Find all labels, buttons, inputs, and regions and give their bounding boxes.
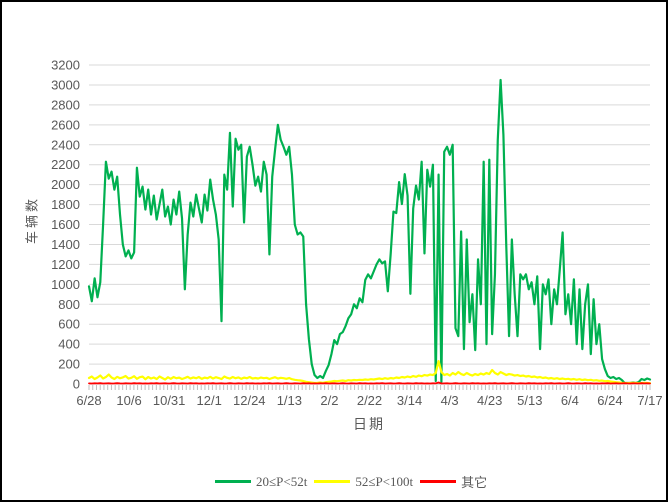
series-line-red-other <box>88 381 651 385</box>
x-tick-label: 2/22 <box>357 393 382 408</box>
x-tick-label: 1/13 <box>277 393 302 408</box>
legend-line-swatch-green <box>215 480 251 483</box>
y-tick-label: 400 <box>58 337 80 352</box>
series-line-green-20-52t <box>87 78 652 385</box>
series-lines <box>87 78 652 385</box>
x-tick-label: 10/31 <box>153 393 186 408</box>
x-tick-label: 12/1 <box>197 393 222 408</box>
x-tick-label: 5/13 <box>517 393 542 408</box>
y-tick-label: 2200 <box>51 157 80 172</box>
legend-label: 20≤P<52t <box>256 473 308 489</box>
y-tick-label: 3200 <box>51 58 80 73</box>
y-tick-label: 800 <box>58 297 80 312</box>
legend-label: 其它 <box>461 475 488 490</box>
x-tick-label: 6/24 <box>597 393 622 408</box>
x-tick-label: 4/3 <box>441 393 459 408</box>
y-tick-label: 2000 <box>51 177 80 192</box>
series-line-yellow-52-100t <box>87 359 652 385</box>
x-axis-ticks <box>88 385 651 390</box>
x-axis-tick-labels: 6/28 10/6 10/31 12/1 12/24 1/13 2/2 2/22 3/14 4/3… <box>76 393 662 408</box>
y-tick-label: 1000 <box>51 277 80 292</box>
legend-item-20-52t: 20≤P<52t <box>215 474 307 490</box>
y-tick-label: 1400 <box>51 237 80 252</box>
y-tick-label: 0 <box>73 377 80 392</box>
y-axis-tick-labels: 0 200 400 600 800 1000 1200 1400 1600 1800 2000 220… <box>51 58 80 392</box>
legend-line-swatch-yellow <box>314 480 351 483</box>
x-axis-title: 日期 <box>353 416 385 432</box>
y-tick-label: 200 <box>58 357 80 372</box>
x-tick-label: 3/14 <box>397 393 422 408</box>
x-tick-label: 2/2 <box>320 393 338 408</box>
legend-item-52-100t: 52≤P<100t <box>314 474 413 490</box>
legend-label: 52≤P<100t <box>355 473 414 489</box>
y-tick-label: 2600 <box>51 117 80 132</box>
y-tick-label: 1800 <box>51 197 80 212</box>
y-tick-label: 1200 <box>51 257 80 272</box>
y-axis-title: 车辆数 <box>24 195 40 245</box>
legend: 20≤P<52t 52≤P<100t 其它 <box>215 472 487 491</box>
y-tick-label: 600 <box>58 317 80 332</box>
y-tick-label: 2400 <box>51 137 80 152</box>
legend-line-swatch-red <box>420 480 457 483</box>
x-tick-label: 6/4 <box>561 393 579 408</box>
x-tick-label: 7/17 <box>637 393 662 408</box>
x-tick-label: 10/6 <box>116 393 141 408</box>
y-tick-label: 2800 <box>51 97 80 112</box>
legend-item-other: 其它 <box>420 472 487 491</box>
y-tick-label: 3000 <box>51 77 80 92</box>
x-tick-label: 12/24 <box>233 393 266 408</box>
x-tick-label: 4/23 <box>477 393 502 408</box>
x-tick-label: 6/28 <box>76 393 101 408</box>
gridlines <box>89 64 650 385</box>
y-tick-label: 1600 <box>51 217 80 232</box>
